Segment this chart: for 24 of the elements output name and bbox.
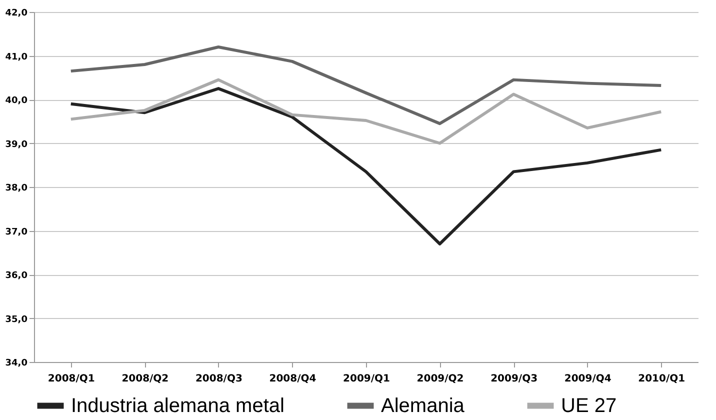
x-tick-label: 2009/Q3 (490, 374, 538, 384)
y-tick-label: 40,0 (5, 96, 28, 106)
legend-label: UE 27 (561, 394, 617, 417)
y-tick-label: 36,0 (5, 271, 28, 281)
x-tick-label: 2008/Q2 (122, 374, 169, 384)
y-tick-label: 41,0 (5, 52, 28, 62)
x-tick-label: 2008/Q4 (269, 374, 316, 384)
y-tick-label: 34,0 (5, 358, 28, 368)
x-tick-label: 2008/Q1 (48, 374, 95, 384)
x-tick-label: 2010/Q1 (638, 374, 686, 384)
legend-label: Industria alemana metal (71, 394, 284, 417)
line-series (69, 46, 663, 126)
x-tick-label: 2009/Q2 (416, 374, 464, 384)
line-series (69, 78, 663, 145)
legend-label: Alemania (381, 394, 466, 417)
y-tick-label: 37,0 (5, 227, 28, 238)
x-tick-label: 2009/Q1 (343, 374, 390, 384)
x-tick-label: 2008/Q3 (195, 374, 242, 384)
y-tick-label: 42,0 (5, 8, 28, 18)
x-tick-label: 2009/Q4 (564, 374, 612, 384)
y-tick-label: 39,0 (5, 140, 28, 150)
line-series (69, 87, 663, 246)
y-tick-label: 35,0 (5, 314, 28, 325)
y-tick-label: 38,0 (5, 184, 28, 194)
